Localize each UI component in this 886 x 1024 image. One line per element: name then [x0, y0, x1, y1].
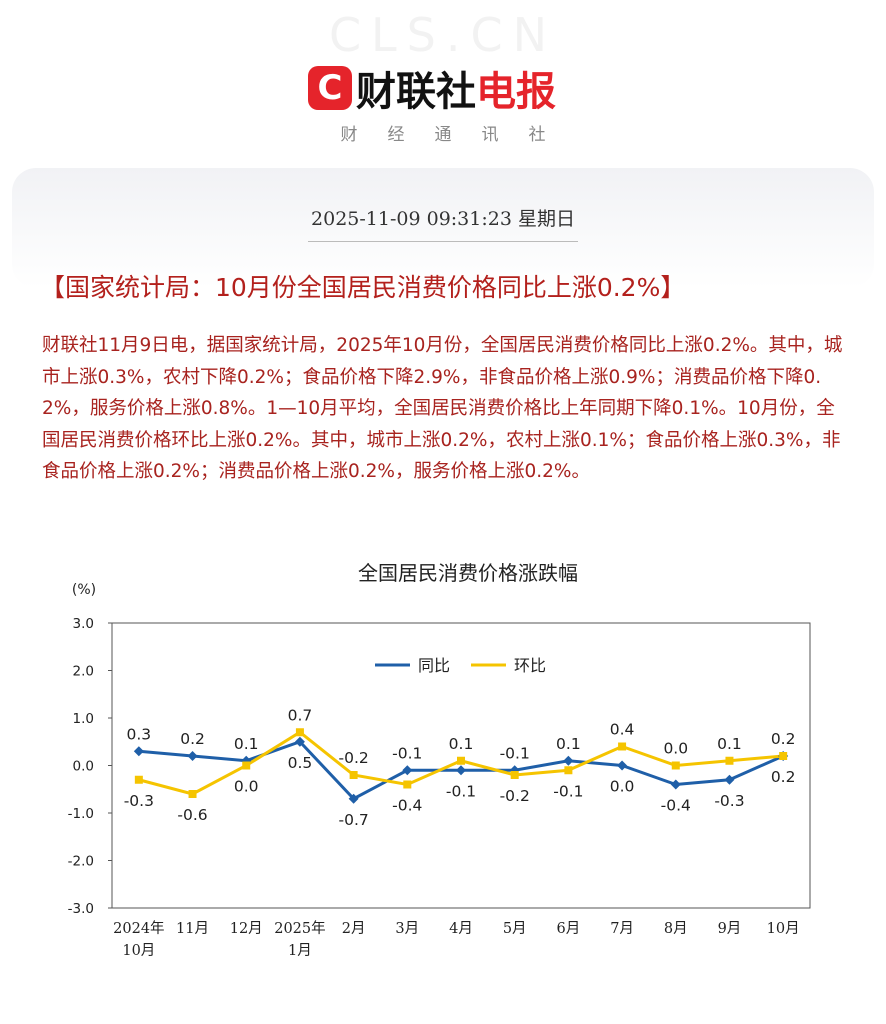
point	[294, 736, 305, 747]
point	[618, 742, 627, 751]
data-label: 0.7	[288, 706, 313, 724]
point	[456, 765, 466, 776]
y-axis-label: (%)	[72, 582, 96, 598]
x-tick-label: 9月	[717, 921, 742, 937]
point	[403, 780, 412, 789]
article-body: 财联社11月9日电，据国家统计局，2025年10月份，全国居民消费价格同比上涨0…	[42, 335, 843, 482]
x-tick-label: 10月	[766, 921, 800, 937]
point	[133, 746, 144, 757]
data-label: -0.2	[500, 787, 530, 805]
data-label: 0.2	[771, 730, 796, 748]
point	[617, 760, 628, 771]
x-tick-label: 2月	[341, 921, 366, 937]
point	[724, 774, 735, 785]
data-label: -0.7	[338, 811, 368, 829]
x-tick-label: 12月	[229, 921, 263, 937]
point	[725, 756, 734, 765]
divider	[308, 241, 578, 242]
slogan: 财经通讯社	[340, 125, 576, 145]
point	[671, 761, 680, 770]
y-tick-label: 2.0	[73, 664, 94, 680]
data-label: -0.3	[124, 792, 154, 810]
point	[670, 779, 681, 790]
logo: C 财联社 电报	[308, 64, 556, 115]
x-tick-label: 3月	[395, 921, 420, 937]
x-tick-label: 11月	[176, 921, 209, 937]
datetime: 2025-11-09 09:31:23 星期日	[311, 208, 575, 230]
chart-title: 全国居民消费价格涨跌幅	[358, 561, 578, 585]
legend-label: 同比	[418, 656, 450, 675]
x-tick-label: 2025年 1月	[274, 921, 326, 959]
data-label: 0.0	[663, 740, 688, 758]
point	[510, 771, 519, 779]
logo-icon: C	[308, 66, 352, 110]
point	[402, 765, 413, 776]
y-tick-label: 1.0	[73, 711, 94, 727]
point	[348, 793, 359, 804]
point	[242, 761, 251, 770]
y-tick-label: 0.0	[73, 759, 94, 775]
data-label: 0.2	[180, 730, 205, 748]
data-label: -0.1	[446, 782, 476, 800]
x-tick-label: 5月	[502, 921, 527, 937]
point	[563, 755, 574, 766]
x-tick-label: 8月	[663, 921, 688, 937]
x-tick-label: 4月	[449, 921, 473, 937]
data-label: 0.1	[234, 735, 259, 753]
data-label: -0.1	[392, 744, 422, 762]
data-label: 0.1	[717, 735, 742, 753]
data-label: 0.0	[610, 778, 635, 796]
point	[295, 728, 304, 737]
data-label: -0.4	[392, 797, 422, 815]
logo-name: 财联社	[356, 69, 476, 115]
data-label: -0.1	[500, 744, 530, 762]
data-label: -0.6	[177, 806, 207, 824]
data-label: 0.2	[771, 768, 796, 786]
y-tick-label: -3.0	[68, 901, 94, 917]
legend-label: 环比	[514, 656, 546, 675]
point	[188, 790, 197, 798]
y-tick-label: -2.0	[68, 854, 94, 870]
point	[457, 756, 465, 765]
point	[134, 775, 143, 784]
point	[349, 771, 358, 779]
x-tick-label: 7月	[610, 921, 634, 937]
data-label: -0.4	[661, 797, 691, 815]
data-label: -0.2	[338, 749, 368, 767]
x-tick-label: 6月	[556, 921, 581, 937]
y-tick-label: -1.0	[68, 806, 94, 822]
chart: 全国居民消费价格涨跌幅 (%) -3.0 -2.0 -1.0 0.0 1.0 2.0 3.0…	[68, 561, 811, 917]
point	[779, 752, 788, 760]
data-label: 0.4	[610, 721, 635, 739]
data-label: 0.0	[234, 778, 259, 796]
data-label: 0.5	[288, 754, 313, 772]
x-tick-label: 2024年 10月	[113, 921, 165, 959]
data-label: -0.1	[553, 782, 583, 800]
data-label: 0.3	[127, 725, 152, 743]
watermark: CLS.CN	[328, 8, 558, 62]
point	[187, 751, 198, 761]
card-background	[12, 168, 874, 288]
y-tick-label: 3.0	[73, 616, 94, 632]
data-label: 0.1	[449, 735, 474, 753]
point	[564, 766, 573, 775]
logo-tag: 电报	[476, 69, 556, 115]
data-label: -0.3	[714, 792, 744, 810]
article-title: 【国家统计局：10月份全国居民消费价格同比上涨0.2%】	[40, 273, 686, 302]
data-label: 0.1	[556, 735, 581, 753]
